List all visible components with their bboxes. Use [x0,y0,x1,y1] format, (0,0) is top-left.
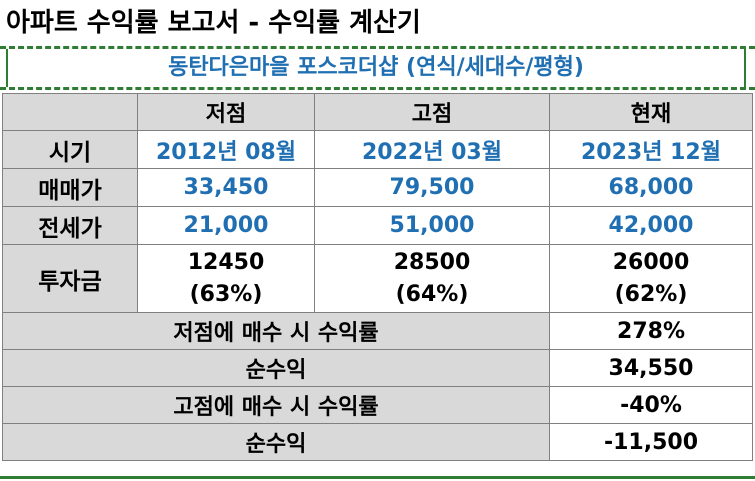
investment-ratio: (64%) [395,281,469,307]
table-header-row: 저점 고점 현재 [2,93,753,131]
investment-amount: 28500 [393,249,471,275]
summary-label: 저점에 매수 시 수익률 [2,312,550,350]
jeonse-price-current: 42,000 [549,206,753,245]
table-row-jeonse-price: 전세가 21,000 51,000 42,000 [2,206,753,245]
table-row-period: 시기 2012년 08월 2022년 03월 2023년 12월 [2,130,753,169]
col-header-current: 현재 [549,93,753,131]
summary-row-high-profit: 순수익 -11,500 [2,423,753,461]
summary-label: 고점에 매수 시 수익률 [2,386,550,424]
sale-price-high: 79,500 [314,168,550,207]
header-corner [2,93,138,131]
table-row-investment: 투자금 12450 (63%) 28500 (64%) 26000 (62%) [2,244,753,313]
investment-current: 26000 (62%) [549,244,753,313]
summary-row-low-return: 저점에 매수 시 수익률 278% [2,312,753,350]
investment-ratio: (63%) [189,281,263,307]
investment-amount: 26000 [612,249,690,275]
subtitle-banner: 동탄다은마을 포스코더샵 (연식/세대수/평형) [0,46,755,90]
col-header-high: 고점 [314,93,550,131]
row-label-jeonse-price: 전세가 [2,206,138,245]
summary-row-low-profit: 순수익 34,550 [2,349,753,387]
period-high: 2022년 03월 [314,130,550,169]
jeonse-price-high: 51,000 [314,206,550,245]
summary-value: -40% [549,386,753,424]
investment-amount: 12450 [187,249,265,275]
report-title: 아파트 수익률 보고서 - 수익률 계산기 [6,8,421,38]
sale-price-low: 33,450 [137,168,315,207]
investment-high: 28500 (64%) [314,244,550,313]
summary-value: 278% [549,312,753,350]
col-header-low: 저점 [137,93,315,131]
row-label-period: 시기 [2,130,138,169]
returns-table: 저점 고점 현재 시기 2012년 08월 2022년 03월 2023년 12… [2,93,753,461]
period-current: 2023년 12월 [549,130,753,169]
row-label-investment: 투자금 [2,244,138,313]
investment-low: 12450 (63%) [137,244,315,313]
summary-label: 순수익 [2,423,550,461]
jeonse-price-low: 21,000 [137,206,315,245]
apartment-name: 동탄다은마을 포스코더샵 (연식/세대수/평형) [6,49,746,87]
sale-price-current: 68,000 [549,168,753,207]
row-label-sale-price: 매매가 [2,168,138,207]
summary-value: 34,550 [549,349,753,387]
investment-ratio: (62%) [614,281,688,307]
bottom-border [0,476,755,479]
table-row-sale-price: 매매가 33,450 79,500 68,000 [2,168,753,207]
period-low: 2012년 08월 [137,130,315,169]
summary-value: -11,500 [549,423,753,461]
summary-label: 순수익 [2,349,550,387]
summary-row-high-return: 고점에 매수 시 수익률 -40% [2,386,753,424]
